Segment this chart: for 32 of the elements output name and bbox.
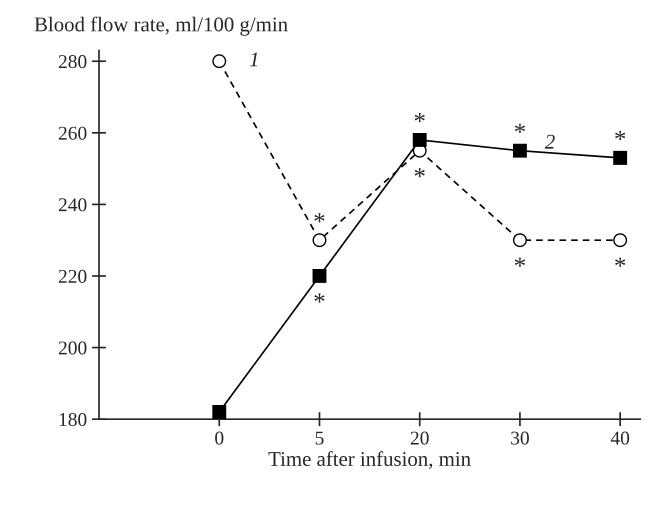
y-tick-label: 240 — [58, 198, 86, 212]
annotation: * — [514, 258, 525, 267]
annotation: * — [414, 168, 425, 178]
x-tick-label: 40 — [610, 432, 630, 445]
point — [512, 233, 527, 248]
y-tick-label: 200 — [58, 341, 86, 355]
annotation: * — [314, 213, 325, 222]
y-axis-title: Blood flow rate, ml/100 g/min — [34, 16, 288, 36]
series-label: 2 — [544, 134, 555, 149]
x-tick-label: 5 — [316, 432, 324, 445]
y-tick-label: 180 — [60, 412, 86, 426]
y-tick-label: 260 — [58, 126, 86, 140]
point — [212, 54, 226, 68]
annotation: * — [314, 293, 325, 303]
x-tick-label: 20 — [410, 432, 429, 445]
point — [613, 233, 628, 248]
x-tick-label: 30 — [511, 432, 529, 445]
point — [512, 144, 527, 158]
series-label: 1 — [250, 52, 258, 66]
y-tick-label: 220 — [58, 270, 86, 283]
annotation: * — [414, 112, 425, 122]
annotation: * — [615, 258, 626, 267]
point — [412, 133, 427, 147]
point — [312, 269, 326, 283]
point — [212, 405, 226, 419]
annotation: * — [514, 124, 525, 133]
point — [312, 233, 326, 248]
y-tick-label: 280 — [58, 55, 86, 68]
point — [613, 150, 628, 165]
x-tick-label: 0 — [215, 432, 224, 445]
annotation: * — [615, 130, 626, 140]
x-axis-title: Time after infusion, min — [268, 451, 471, 470]
